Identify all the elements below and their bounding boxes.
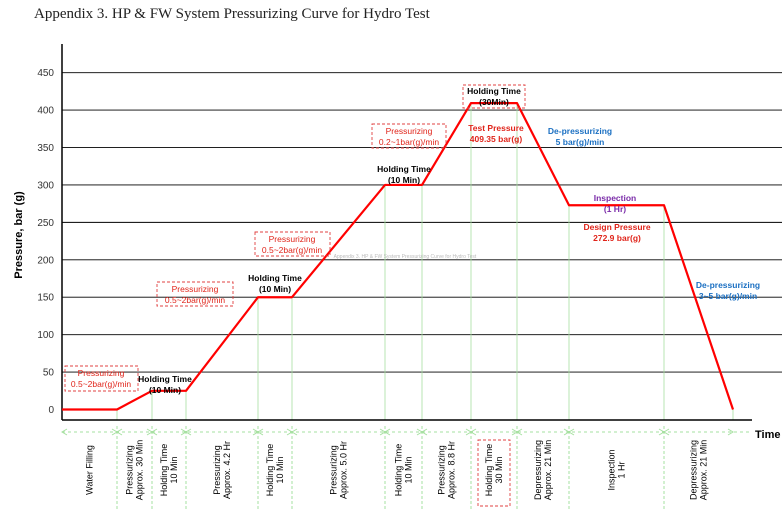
pressure-curve-group [62, 102, 735, 411]
phase-label-text: Approx. 30 Min [135, 440, 145, 501]
annotation-pressurizing-3: Pressurizing 0.5~2bar(g)/min [262, 234, 323, 255]
phase-label: Holding Time 10 Min [159, 444, 179, 497]
y-tick-label: 50 [43, 368, 55, 379]
y-axis-label: Pressure, bar (g) [13, 191, 25, 279]
phase-label-text: Approx. 8.8 Hr [447, 441, 457, 499]
phase-arrow [727, 428, 734, 436]
annotation-test-pressure: Test Pressure 409.35 bar(g) [468, 123, 524, 144]
phase-label-text: Approx. 21 Min [699, 440, 709, 501]
phase-label-text: Holding Time [484, 444, 494, 497]
phase-label: Holding Time 10 Min [394, 444, 414, 497]
annotation-holding-2: Holding Time (10 Min) [248, 273, 302, 294]
y-tick-label: 250 [37, 218, 54, 229]
phase-arrow [421, 428, 428, 436]
y-tick-label: 450 [37, 68, 54, 79]
y-tick-label: 100 [37, 330, 54, 341]
phase-arrow [257, 428, 264, 436]
annotation-box [64, 365, 139, 392]
y-tick-label: 300 [37, 180, 54, 191]
phase-arrow [151, 428, 158, 436]
phase-label: Pressurizing Approx. 4.2 Hr [212, 441, 232, 499]
phase-label-text: Approx. 21 Min [543, 440, 553, 501]
annotations: Pressurizing 0.5~2bar(g)/min Holding Time(… [64, 84, 760, 395]
phase-arrow [470, 428, 477, 436]
annotation-holding-3: Holding Time (10 Min) [377, 164, 431, 185]
phase-label-text: Inspection [607, 449, 617, 490]
phase-label-text: Depressurizing [533, 440, 543, 500]
phase-label: Holding Time 10 Min [265, 444, 285, 497]
phase-label-text: Pressurizing [125, 445, 135, 495]
phase-dividers [116, 103, 734, 420]
phase-label-text: 10 Min [404, 456, 414, 483]
annotation-pressurizing-4: Pressurizing 0.2~1bar(g)/min [379, 126, 440, 147]
phase-label-text: 1 Hr [617, 461, 627, 478]
phase-label-text: Holding Time [265, 444, 275, 497]
phase-label-text: 10 Min [275, 456, 285, 483]
annotation-design-pressure: Design Pressure 272.9 bar(g) [583, 222, 650, 243]
phase-label-text: Pressurizing [212, 445, 222, 495]
annotation-pressurizing-2: Pressurizing 0.5~2bar(g)/min [165, 284, 226, 305]
phase-band: Water Filling Pressurizing Approx. 30 Min H… [61, 426, 752, 510]
annotation-depressurizing-2: De-pressurizing 3~5 bar(g)/min [696, 280, 760, 301]
y-tick-label: 400 [37, 106, 54, 117]
annotation-holding-1: Holding Time (10 Min) [138, 374, 192, 395]
phase-arrow [291, 428, 298, 436]
phase-label: Water Filling [85, 445, 95, 495]
phase-arrow [185, 428, 192, 436]
phase-arrow [663, 428, 670, 436]
annotation-box [371, 123, 447, 149]
y-tick-label: 200 [37, 255, 54, 266]
phase-label-text: Holding Time [159, 444, 169, 497]
phase-label-text: Holding Time [394, 444, 404, 497]
phase-label-text: Water Filling [85, 445, 95, 495]
annotation-holding-4: Holding Time (30Min) [467, 86, 521, 107]
phase-label: Depressurizing Approx. 21 Min [533, 440, 553, 501]
phase-highlight-box [477, 439, 511, 507]
pressure-curve-line [62, 102, 735, 411]
y-tick-label: 0 [48, 405, 54, 416]
phase-label-text: Pressurizing [329, 445, 339, 495]
annotation-box [254, 231, 331, 257]
phase-label: Pressurizing Approx. 8.8 Hr [437, 441, 457, 499]
annotation-pressurizing-1: Pressurizing 0.5~2bar(g)/min [71, 368, 132, 389]
phase-label: Pressurizing Approx. 5.0 Hr [329, 441, 349, 499]
phase-label-text: Depressurizing [689, 440, 699, 500]
y-tick-label: 350 [37, 143, 54, 154]
phase-arrow [384, 428, 391, 436]
phase-arrow [568, 428, 575, 436]
phase-label: Inspection 1 Hr [607, 449, 627, 490]
phase-arrow [516, 428, 523, 436]
annotation-box [462, 84, 526, 109]
phase-label-text: Approx. 5.0 Hr [339, 441, 349, 499]
x-axis-label: Time [755, 429, 780, 441]
annotation-depressurizing-1: De-pressurizing 5 bar(g)/min [548, 126, 612, 147]
phase-label: Pressurizing Approx. 30 Min [125, 440, 145, 501]
y-tick-labels: 0 50 100 150 200 250 300 350 400 450 [37, 68, 54, 416]
phase-arrow [61, 428, 68, 436]
annotation-box [156, 281, 234, 307]
phase-label: Holding Time 30 Min [484, 444, 504, 497]
y-tick-label: 150 [37, 293, 54, 304]
page-title: Appendix 3. HP & FW System Pressurizing … [34, 6, 430, 22]
phase-label-text: Pressurizing [437, 445, 447, 495]
axes [61, 44, 752, 421]
phase-label-text: Approx. 4.2 Hr [222, 441, 232, 499]
phase-label-text: 10 Min [169, 456, 179, 483]
annotation-inspection: Inspection (1 Hr) [594, 193, 637, 214]
watermark-text: Appendix 3. HP & FW System Pressurizing … [334, 254, 477, 260]
phase-arrow [116, 428, 123, 436]
phase-label-text: 30 Min [494, 456, 504, 483]
phase-label: Depressurizing Approx. 21 Min [689, 440, 709, 501]
